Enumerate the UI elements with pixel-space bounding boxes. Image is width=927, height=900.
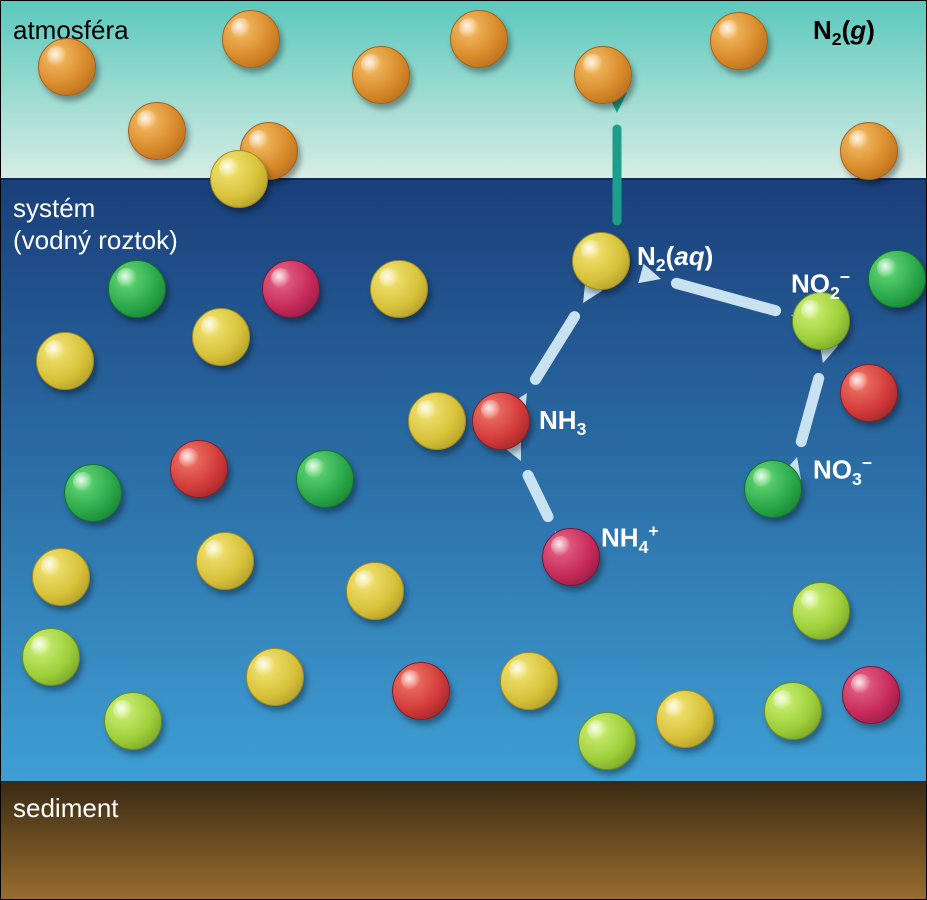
particle-lightgreen: [578, 712, 636, 770]
particle-orange: [710, 12, 768, 70]
particle-red: [472, 392, 530, 450]
particle-yellow: [656, 690, 714, 748]
water-surface-line: [1, 178, 926, 180]
label-system-1: systém: [13, 193, 95, 224]
particle-yellow: [346, 562, 404, 620]
particle-green: [744, 460, 802, 518]
particle-yellow: [408, 392, 466, 450]
particle-green: [108, 260, 166, 318]
particle-lightgreen: [104, 692, 162, 750]
species-nh4: NH4+: [601, 521, 659, 558]
particle-yellow: [572, 232, 630, 290]
species-nh3: NH3: [539, 405, 586, 440]
particle-orange: [222, 10, 280, 68]
label-sediment: sediment: [13, 793, 119, 824]
particle-yellow: [32, 548, 90, 606]
particle-red: [170, 440, 228, 498]
particle-red: [392, 662, 450, 720]
particle-red: [840, 364, 898, 422]
diagram-stage: atmosférasystém(vodný roztok)sedimentN2(…: [0, 0, 927, 900]
species-no3: NO3−: [813, 453, 872, 490]
particle-yellow: [500, 652, 558, 710]
particle-yellow: [210, 150, 268, 208]
particle-yellow: [192, 308, 250, 366]
particle-lightgreen: [22, 628, 80, 686]
particle-yellow: [246, 648, 304, 706]
particle-orange: [38, 38, 96, 96]
species-n2g: N2(g): [813, 15, 875, 50]
particle-yellow: [196, 532, 254, 590]
particle-orange: [574, 46, 632, 104]
particle-orange: [450, 10, 508, 68]
species-no2: NO2−: [791, 267, 850, 304]
species-n2aq: N2(aq): [637, 241, 713, 276]
particle-yellow: [36, 332, 94, 390]
particle-green: [868, 250, 926, 308]
particle-yellow: [370, 260, 428, 318]
label-system-2: (vodný roztok): [13, 225, 178, 256]
particle-lightgreen: [764, 682, 822, 740]
layer-sediment: [1, 781, 926, 900]
particle-orange: [352, 46, 410, 104]
particle-orange: [840, 122, 898, 180]
particle-crimson: [262, 260, 320, 318]
particle-lightgreen: [792, 582, 850, 640]
particle-crimson: [542, 528, 600, 586]
particle-orange: [128, 102, 186, 160]
particle-crimson: [842, 666, 900, 724]
arrow-a-gas-aq: [597, 113, 637, 237]
particle-green: [64, 464, 122, 522]
particle-green: [296, 450, 354, 508]
